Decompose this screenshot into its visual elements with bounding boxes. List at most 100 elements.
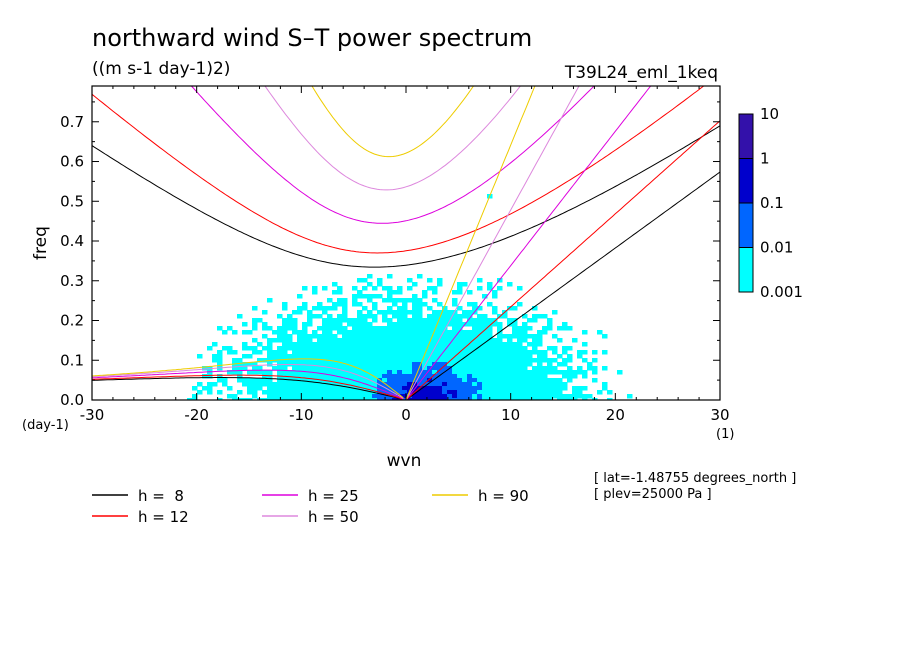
power-cell: [377, 354, 383, 359]
power-cell: [217, 362, 223, 367]
power-cell: [377, 386, 383, 391]
power-cell: [212, 358, 218, 363]
power-cell: [387, 350, 393, 355]
power-cell: [512, 318, 518, 323]
power-cell: [607, 390, 613, 395]
power-cell: [287, 342, 293, 347]
power-cell: [407, 378, 413, 383]
power-cell: [227, 350, 233, 355]
power-cell: [347, 374, 353, 379]
power-cell: [527, 370, 533, 375]
power-cell: [487, 350, 493, 355]
power-cell: [227, 326, 233, 331]
power-cell: [467, 398, 473, 400]
power-cell: [507, 386, 513, 391]
power-cell: [357, 338, 363, 343]
power-cell: [347, 358, 353, 363]
power-cell: [532, 386, 538, 391]
power-cell: [347, 366, 353, 371]
power-cell: [527, 354, 533, 359]
power-cell: [477, 338, 483, 343]
power-cell: [517, 366, 523, 371]
power-cell: [522, 354, 528, 359]
power-cell: [502, 374, 508, 379]
power-cell: [302, 286, 308, 291]
power-cell: [417, 378, 423, 383]
power-cell: [472, 394, 478, 399]
power-cell: [537, 330, 543, 335]
power-cell: [432, 394, 438, 399]
power-cell: [362, 334, 368, 339]
power-cell: [297, 334, 303, 339]
power-cell: [367, 322, 373, 327]
power-cell: [422, 350, 428, 355]
power-cell: [307, 346, 313, 351]
power-cell: [542, 370, 548, 375]
x-tick-label: 0: [401, 406, 411, 424]
power-cell: [437, 350, 443, 355]
power-cell: [422, 386, 428, 391]
power-cell: [382, 314, 388, 319]
power-cell: [457, 386, 463, 391]
power-cell: [427, 398, 433, 400]
power-cell: [332, 382, 338, 387]
power-cell: [352, 354, 358, 359]
power-cell: [252, 386, 258, 391]
power-cell: [412, 302, 418, 307]
power-cell: [192, 394, 198, 399]
power-cell: [377, 358, 383, 363]
power-cell: [342, 394, 348, 399]
power-cell: [337, 366, 343, 371]
power-cell: [602, 382, 608, 387]
power-cell: [387, 354, 393, 359]
power-cell: [522, 398, 528, 400]
power-cell: [602, 350, 608, 355]
power-cell: [287, 318, 293, 323]
power-cell: [257, 366, 263, 371]
power-cell: [417, 342, 423, 347]
power-cell: [572, 338, 578, 343]
power-cell: [452, 358, 458, 363]
power-cell: [602, 334, 608, 339]
power-cell: [487, 334, 493, 339]
power-cell: [377, 334, 383, 339]
power-cell: [567, 394, 573, 399]
power-cell: [417, 330, 423, 335]
power-cell: [522, 386, 528, 391]
power-cell: [382, 354, 388, 359]
power-cell: [277, 350, 283, 355]
power-cell: [237, 362, 243, 367]
power-cell: [552, 370, 558, 375]
power-cell: [412, 354, 418, 359]
power-cell: [467, 378, 473, 383]
power-cell: [437, 358, 443, 363]
power-cell: [382, 358, 388, 363]
power-cell: [497, 378, 503, 383]
power-cell: [452, 382, 458, 387]
power-cell: [327, 378, 333, 383]
power-cell: [357, 310, 363, 315]
power-cell: [402, 390, 408, 395]
power-cell: [477, 378, 483, 383]
power-cell: [282, 390, 288, 395]
power-cell: [402, 314, 408, 319]
power-cell: [312, 362, 318, 367]
power-cell: [457, 374, 463, 379]
power-cell: [242, 382, 248, 387]
power-cell: [432, 370, 438, 375]
power-cell: [442, 338, 448, 343]
power-cell: [427, 362, 433, 367]
power-cell: [402, 306, 408, 311]
power-cell: [542, 394, 548, 399]
power-cell: [262, 374, 268, 379]
power-cell: [372, 362, 378, 367]
power-cell: [602, 386, 608, 391]
power-cell: [567, 374, 573, 379]
power-cell: [412, 370, 418, 375]
power-cell: [282, 342, 288, 347]
power-cell: [447, 358, 453, 363]
power-cell: [447, 390, 453, 395]
power-cell: [537, 354, 543, 359]
power-cell: [482, 342, 488, 347]
power-cell: [447, 354, 453, 359]
